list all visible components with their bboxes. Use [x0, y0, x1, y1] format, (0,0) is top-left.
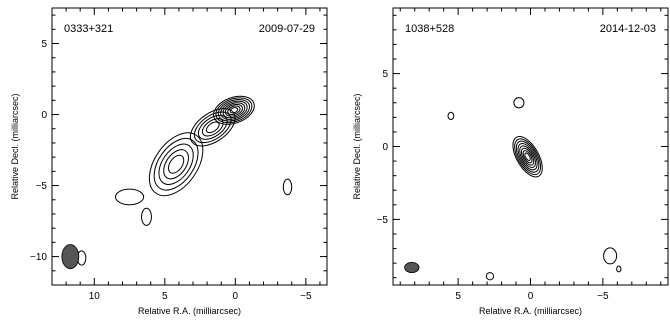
contour-level — [229, 107, 239, 114]
contour-level — [215, 97, 253, 124]
contour-level — [522, 150, 533, 164]
y-tick-label: 5 — [41, 39, 47, 50]
noise-contour — [513, 97, 525, 109]
x-tick-label: 5 — [162, 291, 168, 302]
y-tick-label: 5 — [382, 69, 388, 80]
noise-contour — [616, 265, 622, 273]
contour-level — [227, 105, 241, 116]
contour-level — [224, 103, 243, 117]
contour-level — [114, 188, 145, 206]
noise-contour — [603, 247, 618, 265]
contour-level — [514, 138, 542, 176]
contour-level — [189, 108, 236, 147]
contour-level — [519, 145, 536, 169]
contour-level — [515, 140, 540, 173]
noise-contour — [485, 272, 495, 281]
contour-map — [76, 95, 293, 266]
contour-level — [520, 147, 535, 166]
x-axis-title: Relative R.A. (milliarcsec) — [138, 306, 241, 316]
contour-level — [153, 137, 199, 191]
contour-level — [148, 132, 204, 197]
x-tick-label: 10 — [89, 291, 101, 302]
contour-level — [205, 121, 220, 134]
contour-level — [517, 143, 538, 171]
x-tick-label: 5 — [455, 291, 461, 302]
contour-level — [213, 95, 255, 125]
y-axis-title: Relative Decl. (milliarcsec) — [10, 93, 20, 199]
x-tick-label: 0 — [233, 291, 239, 302]
x-axis-title: Relative R.A. (milliarcsec) — [479, 306, 582, 316]
beam-ellipse — [61, 244, 80, 270]
contour-level — [197, 114, 228, 140]
panel-1: 10 5 0 −5 5 0 −5 −10 Relative R.A. (milliarcsec)… — [10, 7, 328, 316]
contour-map — [447, 97, 622, 281]
contour-level — [524, 152, 531, 161]
noise-contour — [141, 207, 152, 226]
contour-level — [201, 118, 224, 137]
y-axis-title: Relative Decl. (milliarcsec) — [352, 93, 362, 199]
x-tick-label: −5 — [300, 291, 312, 302]
contour-level — [512, 136, 543, 178]
y-tick-label: 0 — [382, 142, 388, 153]
contour-level — [167, 154, 185, 174]
x-tick-label: −5 — [597, 291, 609, 302]
plot-frame — [51, 7, 328, 286]
x-tick-label: 0 — [528, 291, 534, 302]
contour-level — [158, 143, 194, 185]
contour-level — [163, 149, 190, 180]
source-label: 1038+528 — [405, 23, 454, 35]
date-label: 2009-07-29 — [259, 23, 315, 35]
noise-contour — [447, 111, 455, 121]
source-label: 0333+321 — [64, 23, 113, 35]
date-label: 2014-12-03 — [600, 23, 656, 35]
contour-level — [222, 102, 246, 119]
noise-contour — [282, 178, 293, 196]
y-tick-label: −5 — [377, 215, 389, 226]
y-tick-label: −5 — [36, 181, 48, 192]
y-tick-label: 0 — [41, 110, 47, 121]
y-tick-label: −10 — [30, 252, 47, 263]
contour-level — [193, 111, 232, 144]
beam-ellipse — [404, 262, 420, 274]
panel-2: 5 0 −5 5 0 −5 Relative R.A. (milliarcsec) Relat… — [352, 7, 669, 316]
